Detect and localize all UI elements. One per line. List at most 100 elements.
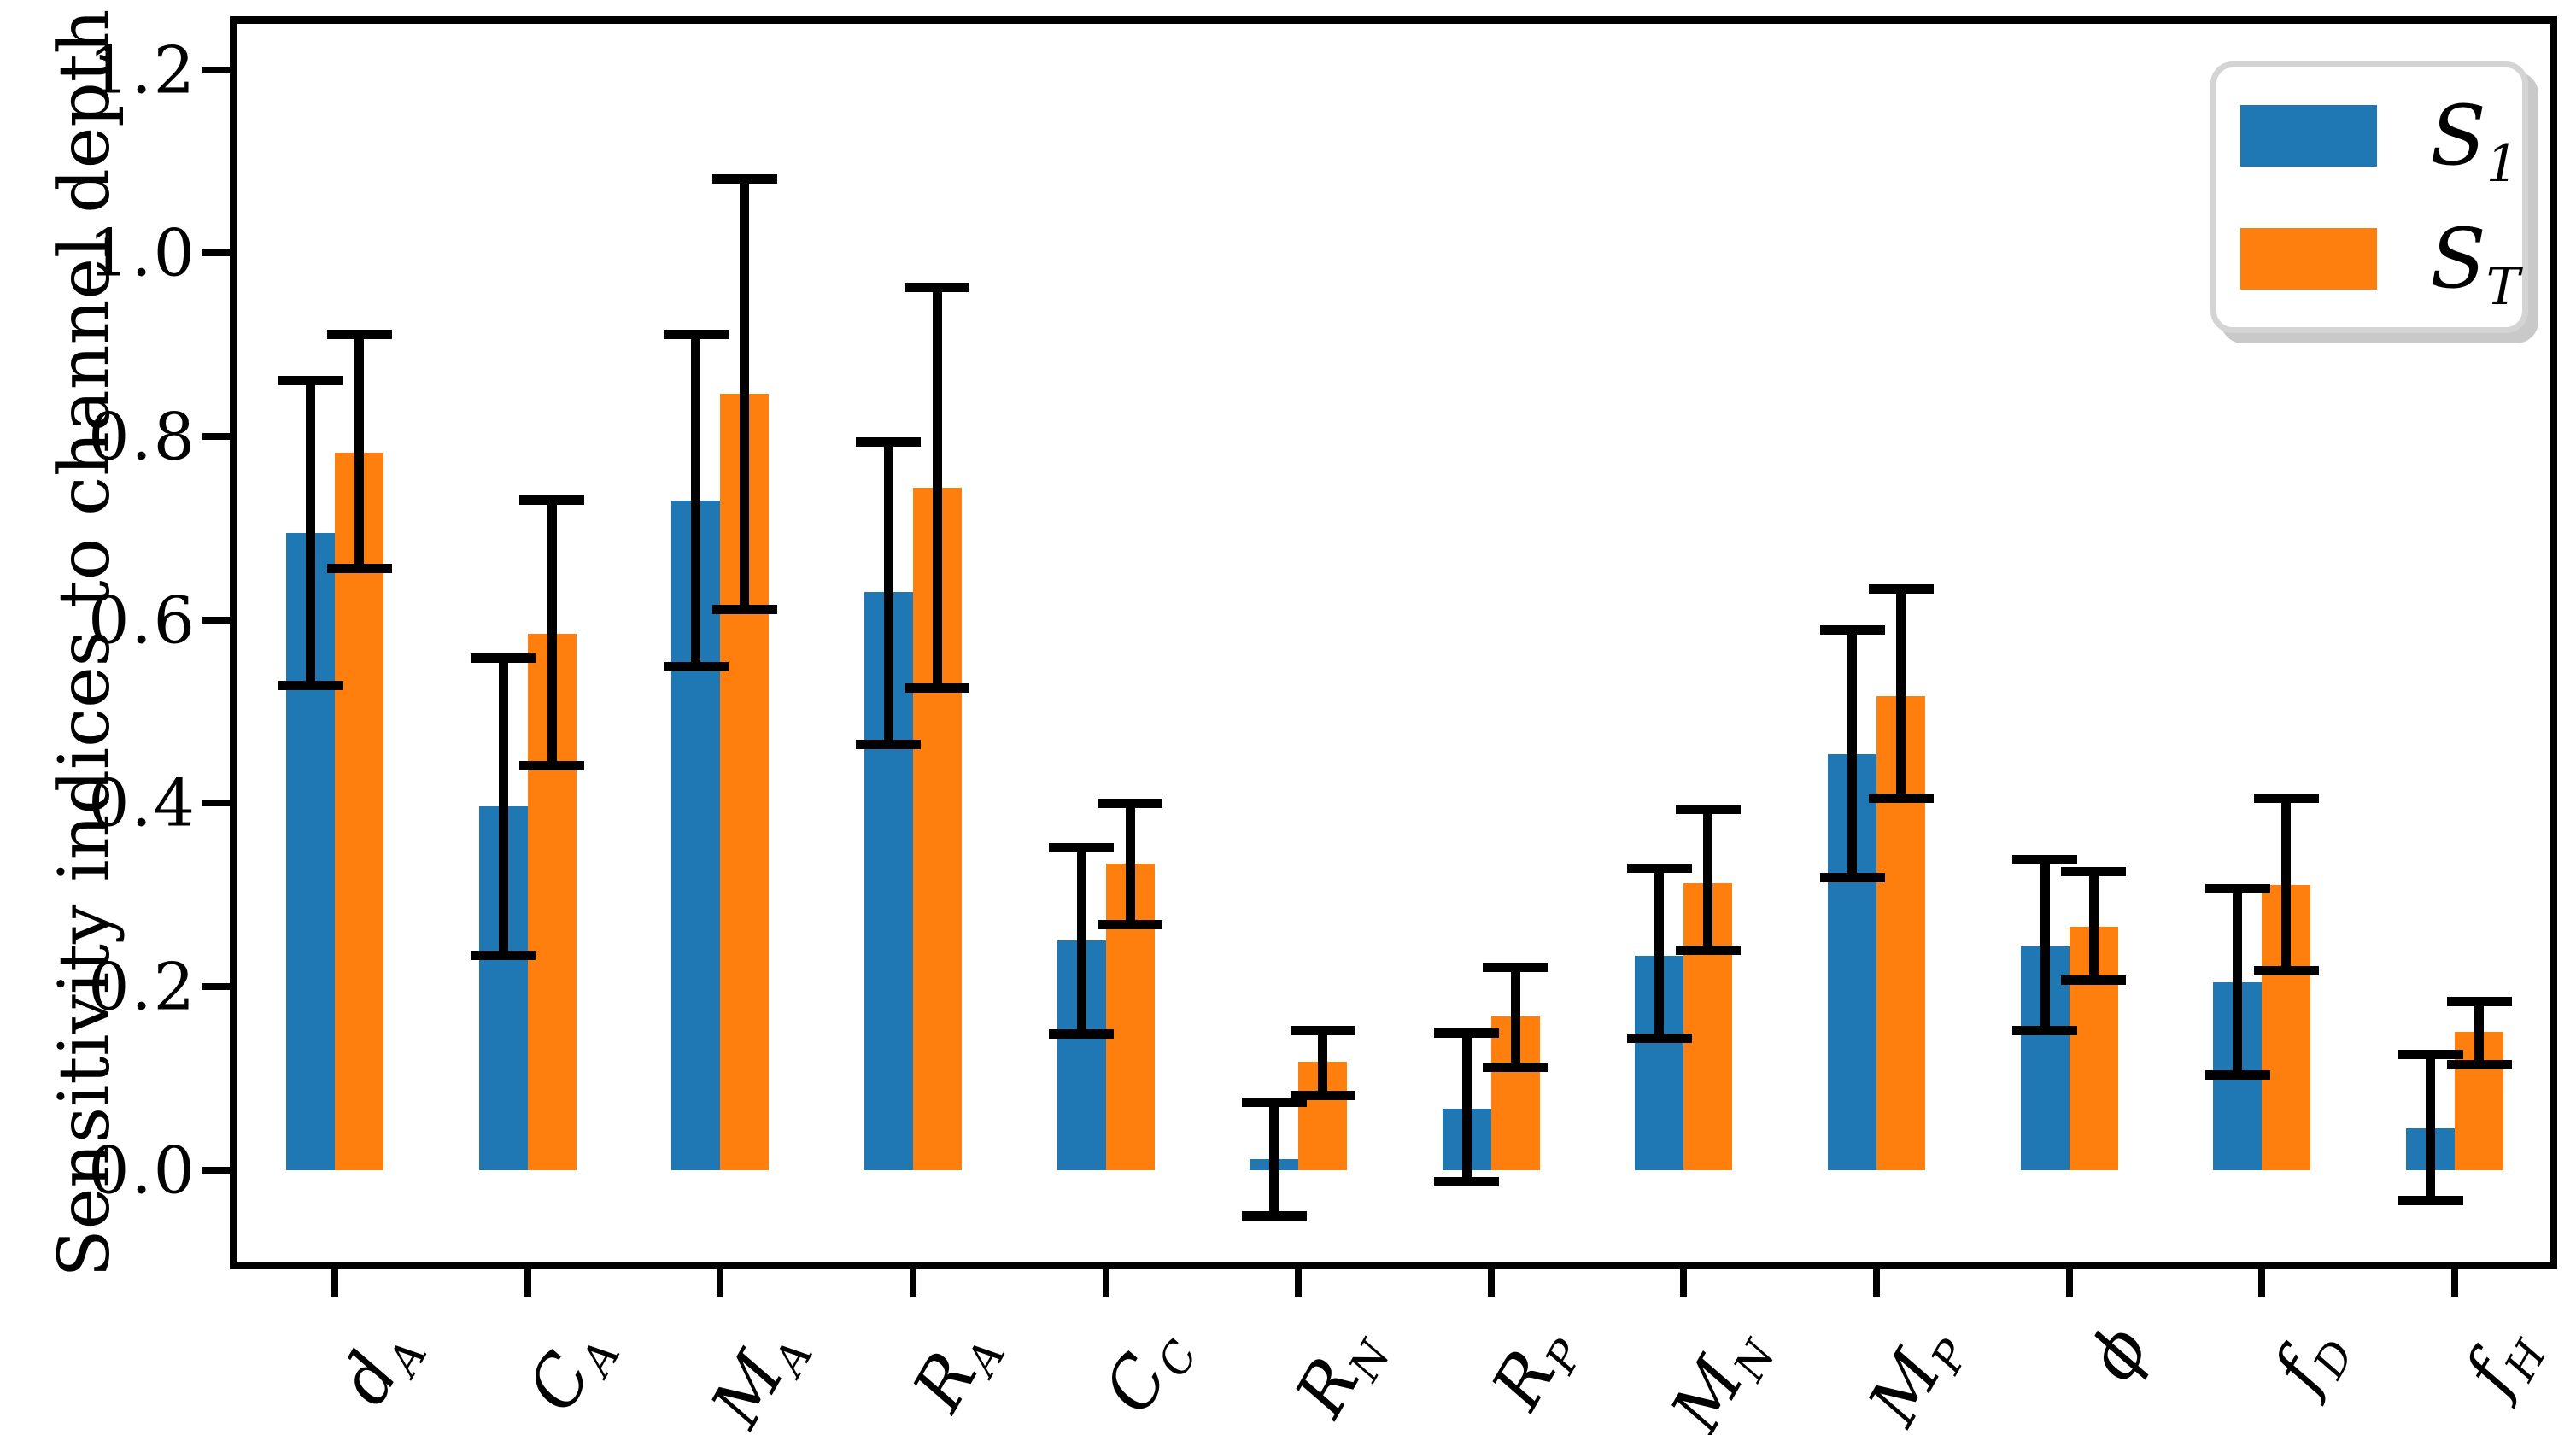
error-bar-S_T-C_A xyxy=(547,500,557,766)
error-bar-S_T-R_A xyxy=(932,287,942,688)
error-cap-bottom xyxy=(2012,1026,2078,1036)
error-cap-bottom xyxy=(1098,919,1163,929)
x-tick-label: MP xyxy=(1853,1332,1979,1435)
error-cap-bottom xyxy=(856,740,922,750)
x-tick xyxy=(524,1269,531,1297)
error-cap-top xyxy=(278,376,343,386)
error-bar-S_T-d_A xyxy=(354,334,364,569)
error-cap-top xyxy=(1819,624,1885,635)
y-tick xyxy=(202,249,230,257)
y-tick-label: 0.8 xyxy=(88,398,196,475)
x-tick xyxy=(2065,1269,2073,1297)
error-cap-bottom xyxy=(905,682,970,693)
x-tick-label: fH xyxy=(2449,1332,2557,1407)
error-bar-S_T-M_P xyxy=(1896,589,1906,799)
error-bar-S_1-M_P xyxy=(1847,630,1858,878)
error-bar-S_T-C_C xyxy=(1125,803,1135,924)
error-cap-top xyxy=(2446,996,2512,1006)
legend-swatch-st xyxy=(2240,228,2377,290)
error-cap-bottom xyxy=(1675,945,1741,955)
error-cap-bottom xyxy=(519,760,585,770)
x-tick-label: dA xyxy=(323,1332,437,1417)
y-tick-label: 0.6 xyxy=(88,582,196,659)
error-bar-S_1-C_A xyxy=(498,658,508,956)
y-tick xyxy=(202,66,230,73)
error-cap-top xyxy=(2397,1049,2463,1059)
error-cap-bottom xyxy=(1290,1091,1355,1101)
error-cap-top xyxy=(856,436,922,447)
x-tick-label: RA xyxy=(897,1332,1016,1424)
error-cap-top xyxy=(1049,843,1115,853)
error-bar-S_1-C_C xyxy=(1076,847,1086,1034)
error-cap-top xyxy=(1483,962,1549,972)
y-tick-label: 0.4 xyxy=(88,764,196,841)
error-cap-bottom xyxy=(1483,1062,1549,1072)
error-cap-bottom xyxy=(1049,1029,1115,1040)
x-tick-label: RP xyxy=(1477,1332,1594,1422)
error-bar-S_1-phi xyxy=(2040,859,2050,1031)
y-tick xyxy=(202,616,230,624)
x-tick xyxy=(331,1269,338,1297)
error-bar-S_T-R_P xyxy=(1510,967,1520,1068)
y-tick xyxy=(202,983,230,990)
error-cap-top xyxy=(2253,794,2319,804)
error-cap-bottom xyxy=(1434,1177,1500,1187)
y-tick xyxy=(202,800,230,807)
error-bar-S_1-R_N xyxy=(1269,1102,1279,1216)
y-tick-label: 0.2 xyxy=(88,948,196,1025)
error-cap-bottom xyxy=(1626,1033,1692,1043)
x-tick-label: MN xyxy=(1655,1332,1786,1435)
error-cap-bottom xyxy=(2061,975,2127,985)
error-cap-bottom xyxy=(711,605,777,615)
x-tick xyxy=(2258,1269,2266,1297)
x-tick-label: MA xyxy=(695,1332,823,1435)
x-tick xyxy=(1102,1269,1109,1297)
error-cap-top xyxy=(1675,805,1741,815)
x-tick xyxy=(1680,1269,1688,1297)
legend-label-s1: S1 xyxy=(2430,88,2519,195)
error-bar-S_T-M_A xyxy=(740,179,750,610)
error-cap-bottom xyxy=(663,661,729,671)
error-bar-S_1-M_A xyxy=(691,334,701,667)
error-cap-top xyxy=(1098,798,1163,808)
error-bar-S_T-phi xyxy=(2088,871,2099,981)
error-cap-top xyxy=(326,330,392,340)
x-tick-label: fD xyxy=(2257,1332,2364,1404)
x-tick xyxy=(1873,1269,1881,1297)
error-cap-top xyxy=(2012,855,2078,865)
y-tick xyxy=(202,433,230,440)
error-bar-S_1-R_A xyxy=(883,442,893,745)
x-tick xyxy=(909,1269,916,1297)
error-cap-top xyxy=(711,173,777,184)
error-bar-S_T-M_N xyxy=(1703,809,1713,951)
y-tick-label: 0.0 xyxy=(88,1132,196,1209)
legend-swatch-s1 xyxy=(2240,105,2377,167)
error-bar-S_T-f_H xyxy=(2474,1001,2484,1065)
x-tick-label: ϕ xyxy=(2071,1313,2164,1393)
error-cap-bottom xyxy=(278,681,343,691)
error-cap-bottom xyxy=(1819,872,1885,882)
error-cap-top xyxy=(519,495,585,505)
error-cap-bottom xyxy=(2204,1069,2270,1080)
x-tick xyxy=(1487,1269,1495,1297)
error-cap-top xyxy=(2061,867,2127,877)
error-bar-S_1-M_N xyxy=(1654,868,1665,1039)
x-tick-label: RN xyxy=(1279,1332,1401,1430)
error-cap-top xyxy=(1868,583,1934,594)
error-cap-bottom xyxy=(471,951,536,960)
error-cap-bottom xyxy=(2253,966,2319,976)
error-cap-bottom xyxy=(2397,1195,2463,1205)
error-bar-S_1-R_P xyxy=(1461,1033,1472,1182)
x-tick xyxy=(1295,1269,1303,1297)
error-cap-bottom xyxy=(1241,1210,1307,1221)
plot-area xyxy=(230,16,2557,1269)
legend: S1 ST xyxy=(2210,62,2528,333)
legend-label-st: ST xyxy=(2430,211,2520,318)
error-cap-top xyxy=(1626,864,1692,874)
y-tick-label: 1.0 xyxy=(88,214,196,291)
error-bar-S_T-f_D xyxy=(2281,798,2292,971)
error-cap-top xyxy=(663,330,729,340)
x-tick xyxy=(2451,1269,2458,1297)
error-bar-S_1-f_D xyxy=(2233,888,2243,1075)
